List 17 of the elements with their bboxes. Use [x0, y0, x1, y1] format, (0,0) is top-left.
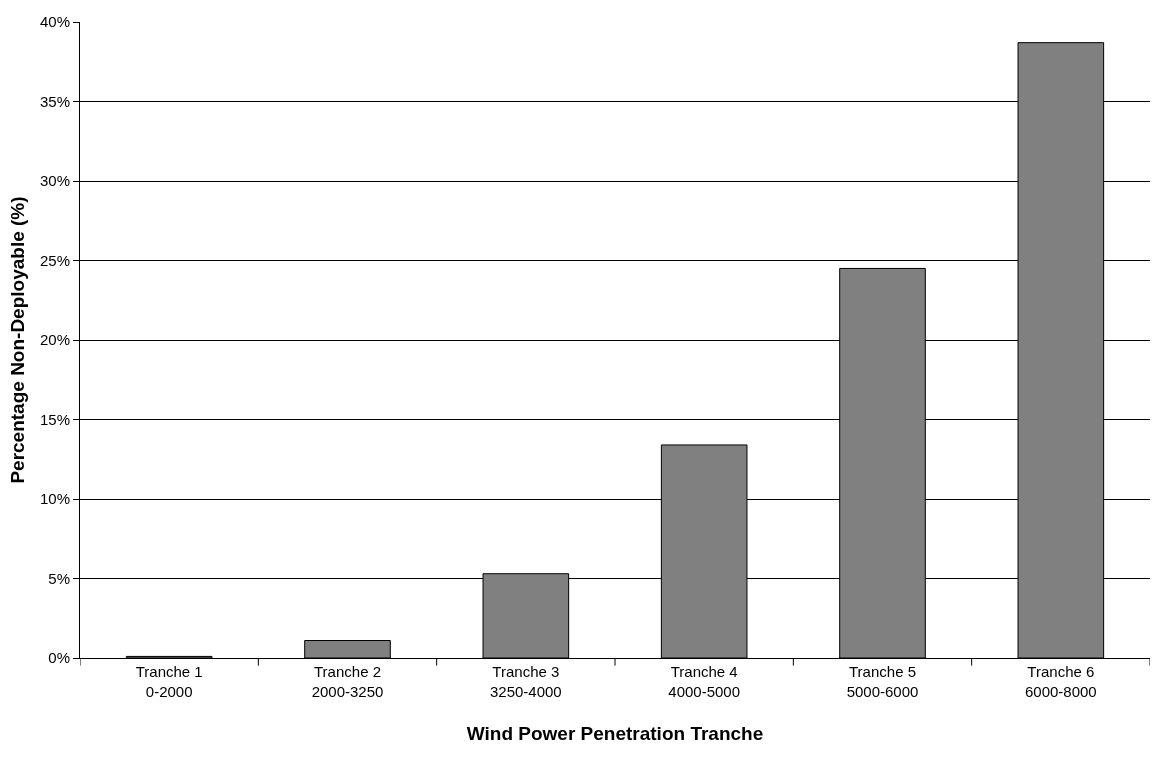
y-tick-label: 30%	[39, 172, 70, 190]
x-tick-label: Tranche 1 0-2000	[135, 663, 203, 700]
y-tick-label: 20%	[39, 331, 70, 349]
y-axis-title: Percentage Non-Deployable (%)	[6, 196, 28, 484]
y-tick-label: 15%	[39, 410, 70, 428]
x-tick-label: Tranche 6 6000-8000	[1024, 663, 1097, 700]
y-tick-label: 5%	[48, 569, 70, 587]
x-axis-title: Wind Power Penetration Tranche	[466, 723, 764, 745]
x-tick-label: Tranche 3 3250-4000	[489, 663, 562, 700]
y-tick-label: 25%	[39, 251, 70, 269]
y-tick-label: 40%	[39, 13, 70, 31]
x-tick-label: Tranche 5 5000-6000	[846, 663, 919, 700]
x-tick-label: Tranche 4 4000-5000	[668, 663, 741, 700]
y-tick-label: 0%	[48, 649, 70, 667]
y-tick-label: 35%	[39, 92, 70, 110]
x-tick-label: Tranche 2 2000-3250	[311, 663, 384, 700]
y-tick-label: 10%	[39, 490, 70, 508]
